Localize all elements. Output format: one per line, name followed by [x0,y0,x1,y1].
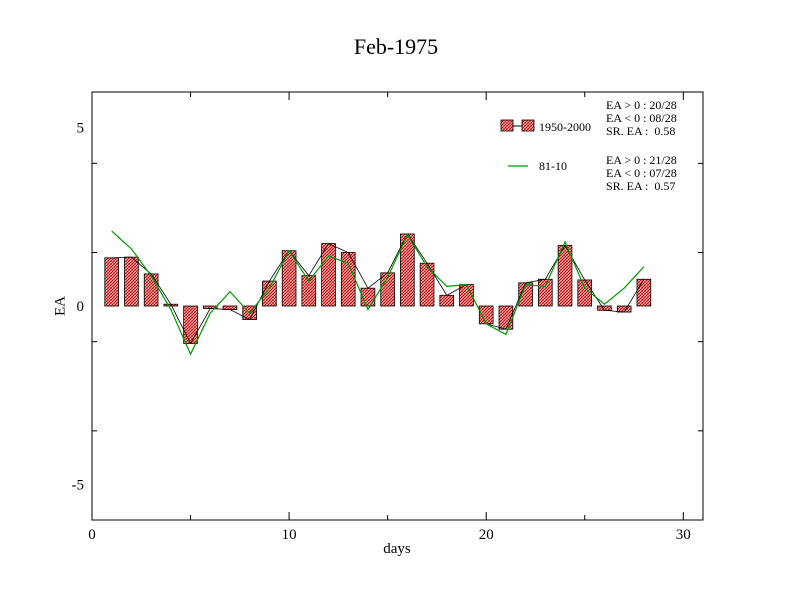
stat-line: EA < 0 : 07/28 [606,166,677,180]
bar-series [104,233,652,344]
plot-frame [91,91,704,521]
x-tick-label: 20 [479,527,494,543]
x-tick-label: 10 [282,527,297,543]
bar-day-23 [538,278,553,307]
bar-top-connector [111,233,645,345]
stat-line: EA > 0 : 21/28 [606,153,677,167]
stat-line: SR. EA : 0.58 [606,124,676,138]
bar-day-12 [321,243,336,307]
bar-day-2 [124,256,139,307]
legend [500,119,535,167]
legend-bar-swatch [500,119,514,132]
bar-day-1 [104,257,120,307]
x-tick-label: 0 [88,527,96,543]
stat-line: EA > 0 : 20/28 [606,98,677,112]
bar-day-28 [636,278,652,307]
bar-day-5 [183,305,198,344]
y-tick-label: 0 [77,299,85,315]
stats-1950-2000: EA > 0 : 20/28 EA < 0 : 08/28 SR. EA : 0… [606,99,677,138]
line-series [111,230,645,356]
legend-label-81-10: 81-10 [539,159,567,173]
x-axis: 0 10 20 30 [88,92,691,543]
stat-line: EA < 0 : 08/28 [606,111,677,125]
line-81-10 [111,230,645,356]
bar-day-27 [616,305,632,313]
x-axis-label: days [383,541,411,557]
stats-81-10: EA > 0 : 21/28 EA < 0 : 07/28 SR. EA : 0… [606,154,677,193]
legend-label-1950-2000: 1950-2000 [539,120,591,134]
y-tick-label: -5 [72,477,85,493]
bar-day-17 [419,262,435,307]
bar-day-3 [143,273,159,307]
legend-bar-swatch [521,119,535,132]
bar-day-18 [439,294,455,307]
x-tick-label: 30 [676,527,691,543]
y-axis: -5 0 5 [72,121,703,521]
chart-title: Feb-1975 [353,34,439,59]
bar-day-25 [577,279,593,307]
y-axis-label: EA [52,296,69,316]
y-tick-label: 5 [77,121,85,137]
stat-line: SR. EA : 0.57 [606,179,676,193]
